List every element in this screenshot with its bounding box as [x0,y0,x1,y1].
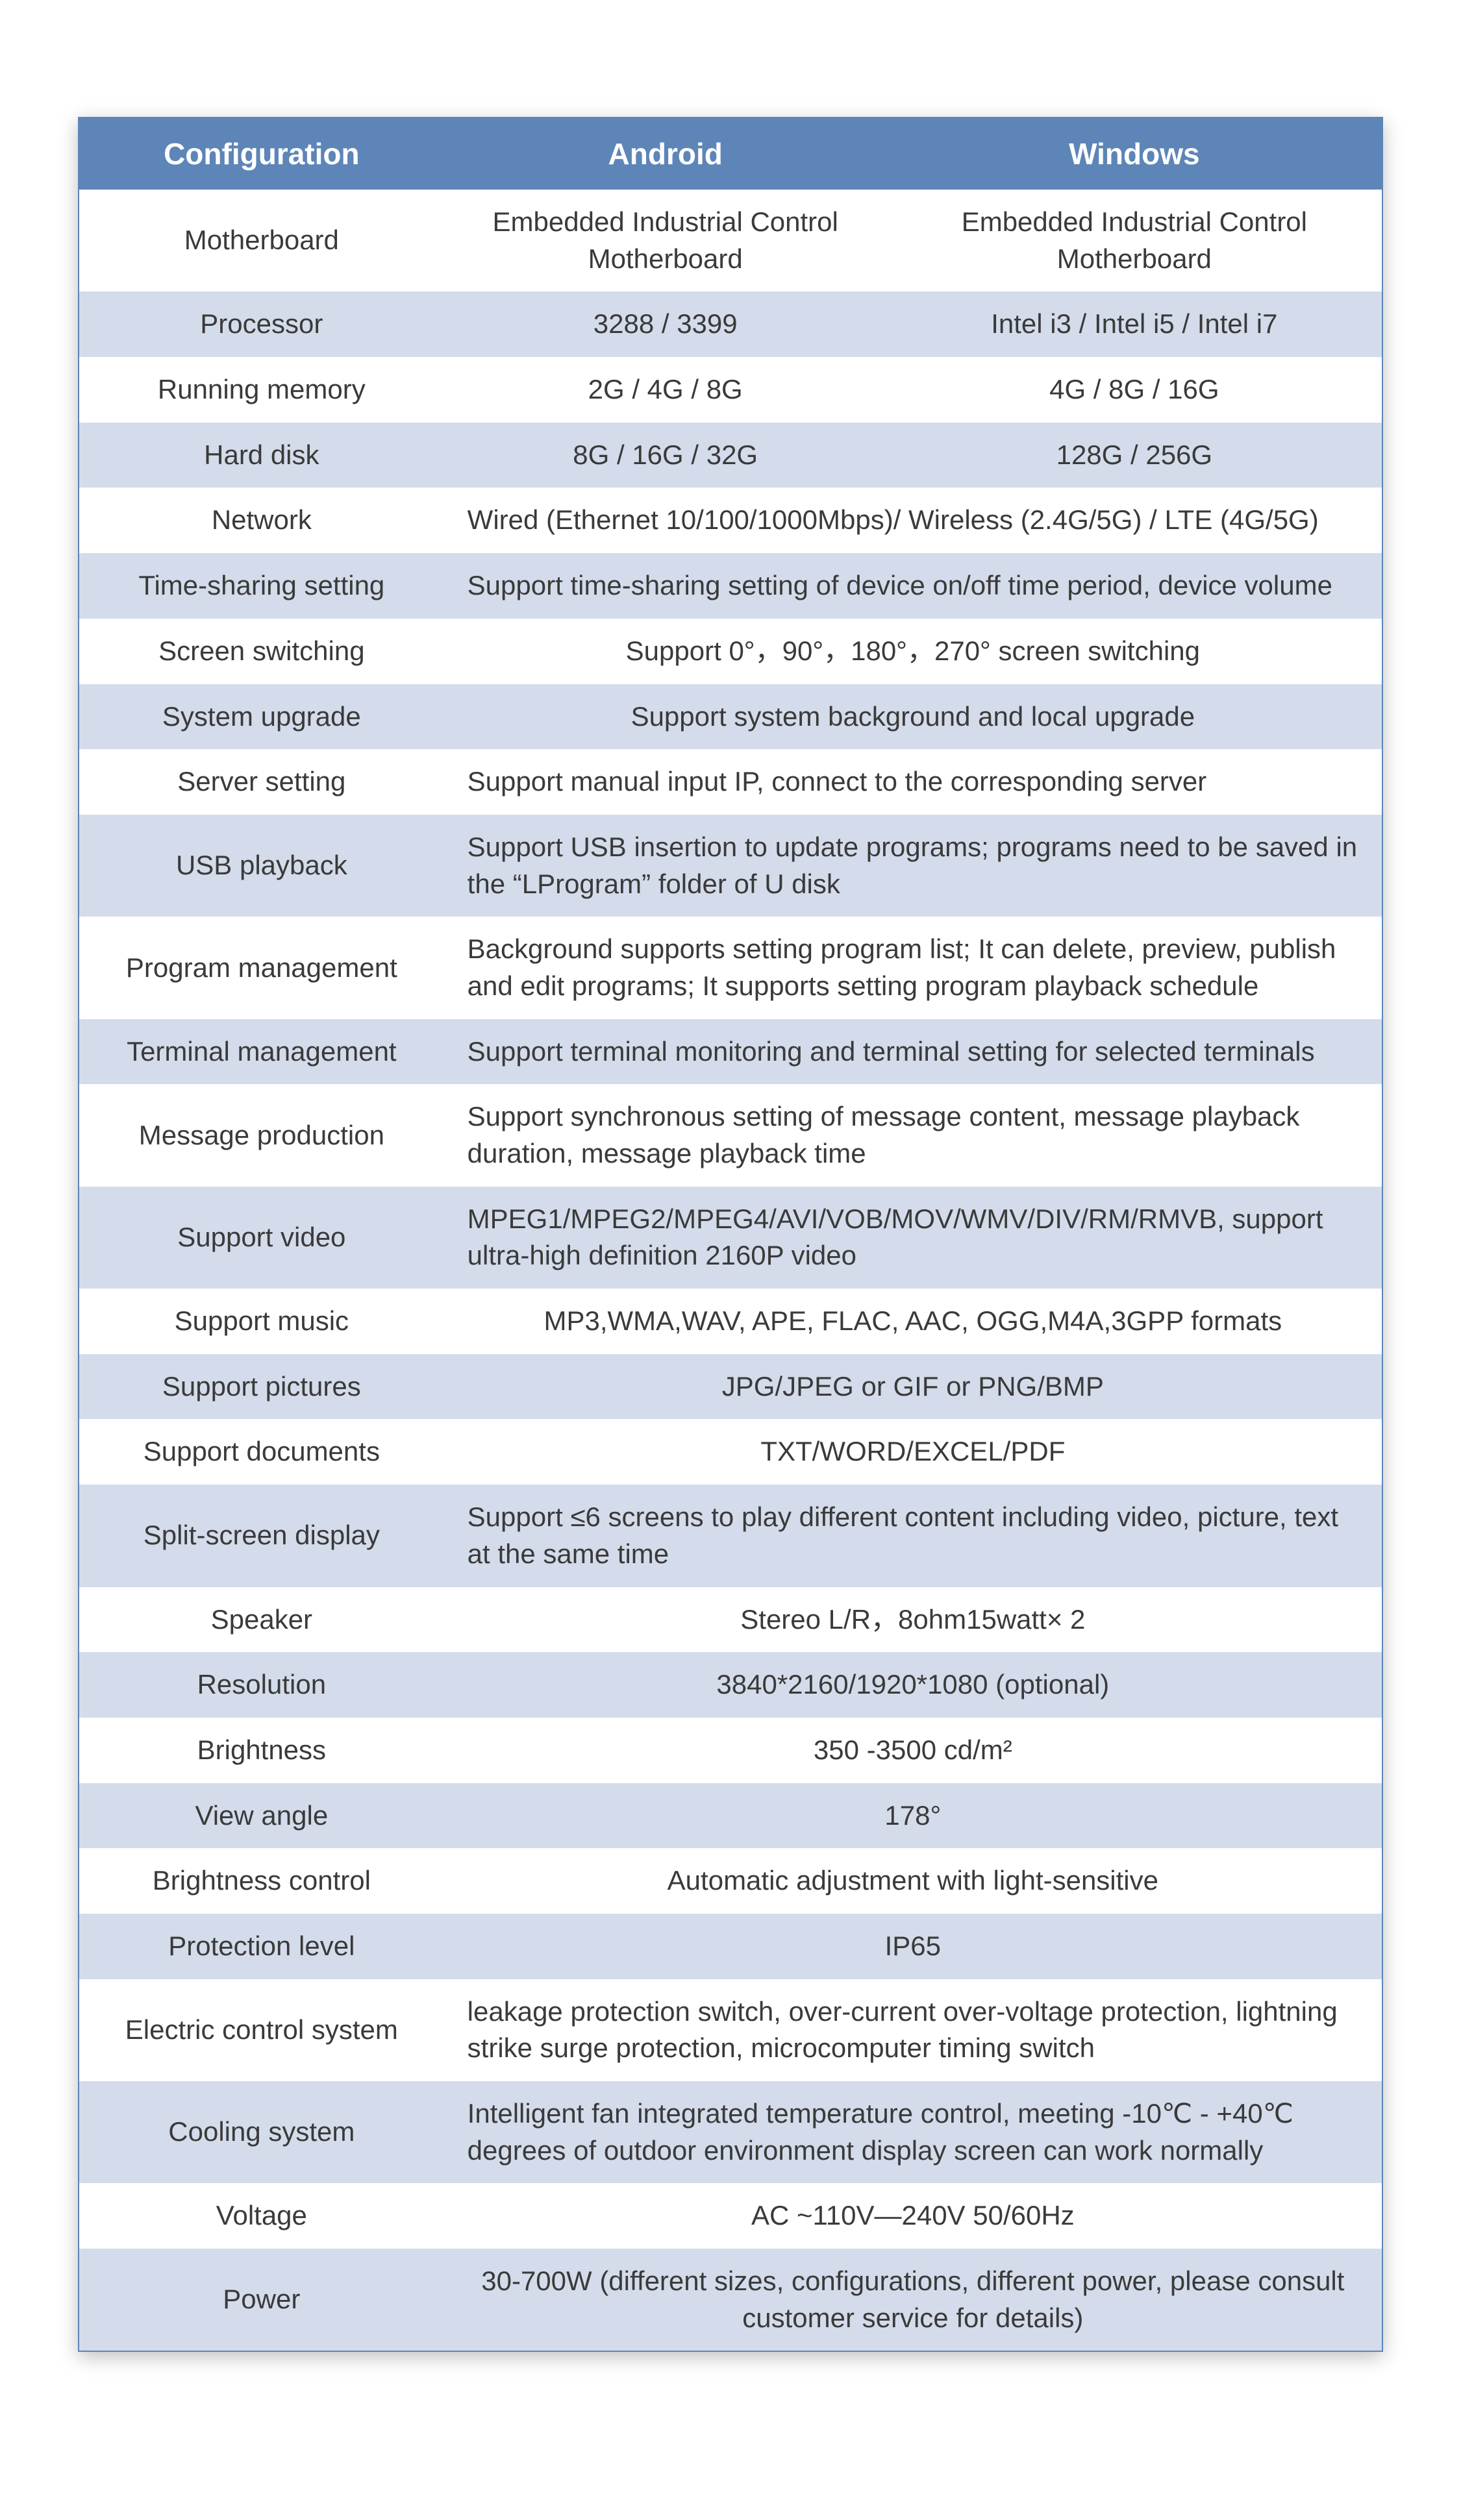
table-row: Support musicMP3,WMA,WAV, APE, FLAC, AAC… [79,1289,1382,1354]
table-row: Time-sharing settingSupport time-sharing… [79,553,1382,619]
row-value-windows: Intel i3 / Intel i5 / Intel i7 [887,291,1382,357]
table-header-row: Configuration Android Windows [79,118,1382,190]
table-row: NetworkWired (Ethernet 10/100/1000Mbps)/… [79,488,1382,553]
row-value-android: Embedded Industrial Control Motherboard [444,190,887,291]
table-row: Brightness controlAutomatic adjustment w… [79,1848,1382,1914]
table-row: Server settingSupport manual input IP, c… [79,749,1382,815]
page: Digital Signage Specifications Configura… [0,0,1461,2520]
row-label: Running memory [79,357,444,423]
table-row: Cooling systemIntelligent fan integrated… [79,2081,1382,2183]
table-row: System upgradeSupport system background … [79,684,1382,750]
row-value: AC ~110V—240V 50/60Hz [444,2183,1382,2249]
row-label: Hard disk [79,423,444,488]
row-value: Support time-sharing setting of device o… [444,553,1382,619]
row-value: IP65 [444,1914,1382,1979]
table-row: Support documentsTXT/WORD/EXCEL/PDF [79,1419,1382,1485]
row-label: Time-sharing setting [79,553,444,619]
row-value: Intelligent fan integrated temperature c… [444,2081,1382,2183]
row-label: Network [79,488,444,553]
row-label: Speaker [79,1587,444,1653]
row-value-android: 2G / 4G / 8G [444,357,887,423]
row-label: Support documents [79,1419,444,1485]
table-row: USB playbackSupport USB insertion to upd… [79,815,1382,917]
row-value-windows: 128G / 256G [887,423,1382,488]
row-value: 350 -3500 cd/m² [444,1718,1382,1783]
row-value-windows: Embedded Industrial Control Motherboard [887,190,1382,291]
row-value: Support manual input IP, connect to the … [444,749,1382,815]
row-value: leakage protection switch, over-current … [444,1979,1382,2081]
row-label: Brightness control [79,1848,444,1914]
row-value: 178° [444,1783,1382,1849]
col-header-windows: Windows [887,118,1382,190]
row-label: USB playback [79,815,444,917]
row-label: Processor [79,291,444,357]
row-label: Program management [79,917,444,1019]
row-value: 3840*2160/1920*1080 (optional) [444,1652,1382,1718]
table-header: Configuration Android Windows [79,118,1382,190]
row-label: Support pictures [79,1354,444,1420]
row-label: Message production [79,1084,444,1186]
row-value: Support system background and local upgr… [444,684,1382,750]
table-row: Processor3288 / 3399Intel i3 / Intel i5 … [79,291,1382,357]
row-label: Split-screen display [79,1485,444,1587]
table-row: Program managementBackground supports se… [79,917,1382,1019]
row-value: Automatic adjustment with light-sensitiv… [444,1848,1382,1914]
row-value: JPG/JPEG or GIF or PNG/BMP [444,1354,1382,1420]
row-value-android: 8G / 16G / 32G [444,423,887,488]
table-row: SpeakerStereo L/R，8ohm15watt× 2 [79,1587,1382,1653]
col-header-android: Android [444,118,887,190]
table-row: Terminal managementSupport terminal moni… [79,1019,1382,1085]
row-label: Support music [79,1289,444,1354]
row-value: Background supports setting program list… [444,917,1382,1019]
row-label: Terminal management [79,1019,444,1085]
row-value: 30-700W (different sizes, configurations… [444,2249,1382,2351]
row-label: System upgrade [79,684,444,750]
row-value: Support terminal monitoring and terminal… [444,1019,1382,1085]
row-value: Support ≤6 screens to play different con… [444,1485,1382,1587]
spec-table: Configuration Android Windows Motherboar… [79,118,1382,2351]
row-label: Power [79,2249,444,2351]
row-label: Motherboard [79,190,444,291]
row-value-windows: 4G / 8G / 16G [887,357,1382,423]
row-value: Support synchronous setting of message c… [444,1084,1382,1186]
row-value: Wired (Ethernet 10/100/1000Mbps)/ Wirele… [444,488,1382,553]
row-label: Brightness [79,1718,444,1783]
row-value: MPEG1/MPEG2/MPEG4/AVI/VOB/MOV/WMV/DIV/RM… [444,1187,1382,1289]
table-row: Support videoMPEG1/MPEG2/MPEG4/AVI/VOB/M… [79,1187,1382,1289]
row-value: Support USB insertion to update programs… [444,815,1382,917]
table-row: Brightness350 -3500 cd/m² [79,1718,1382,1783]
table-row: Power30-700W (different sizes, configura… [79,2249,1382,2351]
row-label: Server setting [79,749,444,815]
row-value: Stereo L/R，8ohm15watt× 2 [444,1587,1382,1653]
row-label: Electric control system [79,1979,444,2081]
row-label: Resolution [79,1652,444,1718]
row-value: TXT/WORD/EXCEL/PDF [444,1419,1382,1485]
row-label: Voltage [79,2183,444,2249]
table-row: Electric control systemleakage protectio… [79,1979,1382,2081]
spec-table-wrap: Configuration Android Windows Motherboar… [78,117,1383,2352]
row-value-android: 3288 / 3399 [444,291,887,357]
table-row: VoltageAC ~110V—240V 50/60Hz [79,2183,1382,2249]
table-row: View angle178° [79,1783,1382,1849]
table-row: Split-screen displaySupport ≤6 screens t… [79,1485,1382,1587]
table-row: Resolution3840*2160/1920*1080 (optional) [79,1652,1382,1718]
row-value: MP3,WMA,WAV, APE, FLAC, AAC, OGG,M4A,3GP… [444,1289,1382,1354]
row-label: Cooling system [79,2081,444,2183]
table-row: Support picturesJPG/JPEG or GIF or PNG/B… [79,1354,1382,1420]
row-label: Screen switching [79,619,444,684]
col-header-configuration: Configuration [79,118,444,190]
table-row: Message productionSupport synchronous se… [79,1084,1382,1186]
row-label: Support video [79,1187,444,1289]
table-row: Screen switchingSupport 0°，90°，180°，270°… [79,619,1382,684]
table-row: Protection levelIP65 [79,1914,1382,1979]
table-row: Running memory2G / 4G / 8G4G / 8G / 16G [79,357,1382,423]
row-value: Support 0°，90°，180°，270° screen switchin… [444,619,1382,684]
row-label: Protection level [79,1914,444,1979]
table-body: MotherboardEmbedded Industrial Control M… [79,190,1382,2351]
table-row: Hard disk8G / 16G / 32G128G / 256G [79,423,1382,488]
table-row: MotherboardEmbedded Industrial Control M… [79,190,1382,291]
row-label: View angle [79,1783,444,1849]
